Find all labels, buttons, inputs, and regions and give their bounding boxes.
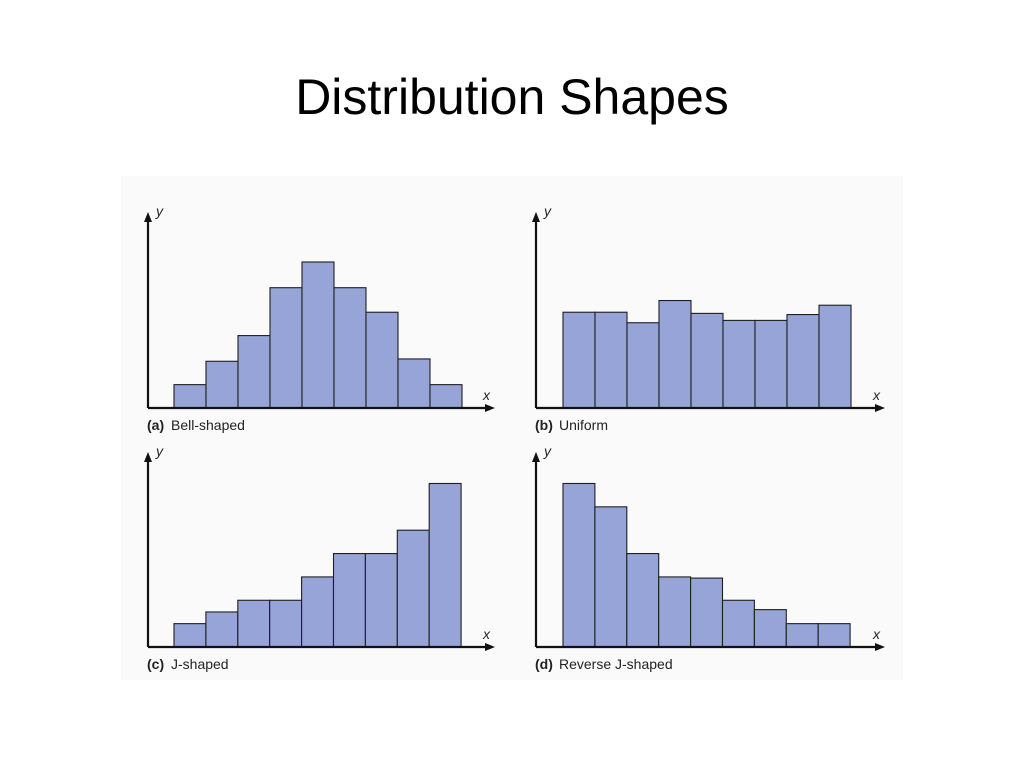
histogram-bar-b-5 [690,312,724,409]
figure-panel: y x (a) Bell-shaped y x (b) Uniform y x (c) J-shape… [121,176,903,680]
histogram-bar-d-7 [753,609,787,648]
x-axis-label: x [482,626,491,642]
chart-caption-tag: (c) [147,656,164,672]
histogram-bar-b-4 [658,299,692,409]
x-axis-arrow-icon [875,643,885,651]
histogram-bar-b-2 [594,311,628,409]
histogram-bar-b-1 [562,311,596,409]
chart-caption-tag: (b) [535,417,553,433]
x-axis-arrow-icon [875,404,885,412]
x-axis-arrow-icon [485,404,495,412]
histogram-bar-d-2 [594,506,628,648]
histogram-bar-b-8 [786,314,820,409]
histogram-bar-a-4 [269,287,303,409]
histogram-bar-d-9 [817,623,851,648]
histogram-bar-a-8 [397,358,431,409]
histogram-bar-c-4 [269,599,303,648]
histogram-bar-b-3 [626,322,660,409]
histogram-bar-a-3 [237,335,271,409]
histogram-bar-c-8 [396,529,430,648]
y-axis-label: y [155,443,164,459]
histogram-bar-a-9 [429,384,463,409]
histogram-bar-c-1 [173,623,207,648]
chart-caption: Reverse J-shaped [559,656,673,672]
histogram-bar-c-5 [301,576,335,648]
chart-caption: Uniform [559,417,608,433]
y-axis-label: y [155,203,164,219]
histogram-bar-c-3 [237,599,271,648]
histogram-bar-a-6 [333,287,367,409]
histogram-bar-c-7 [364,553,398,648]
histogram-bar-a-5 [301,261,335,409]
y-axis-label: y [543,203,552,219]
y-axis-arrow-icon [532,212,540,222]
histogram-bar-b-7 [754,319,788,409]
histogram-bar-d-5 [690,577,724,648]
histogram-bar-c-2 [205,611,239,648]
y-axis-arrow-icon [144,212,152,222]
histogram-bar-b-6 [722,319,756,409]
histogram-bar-d-4 [658,576,692,648]
histogram-bar-a-1 [173,384,207,409]
y-axis-arrow-icon [532,452,540,462]
distribution-charts: y x (a) Bell-shaped y x (b) Uniform y x (c) J-shape… [144,203,885,672]
histogram-bar-c-9 [428,482,462,648]
chart-caption-tag: (a) [147,417,164,433]
slide-title: Distribution Shapes [295,69,729,125]
histogram-bar-a-2 [205,360,239,409]
histogram-bar-d-3 [626,553,660,648]
x-axis-label: x [872,626,881,642]
histogram-bar-c-6 [332,553,366,648]
x-axis-arrow-icon [485,643,495,651]
x-axis-label: x [872,387,881,403]
histogram-bar-d-1 [562,482,596,648]
chart-caption: J-shaped [171,656,229,672]
chart-caption: Bell-shaped [171,417,245,433]
histogram-bar-d-8 [785,623,819,648]
y-axis-arrow-icon [144,452,152,462]
histogram-bar-a-7 [365,311,399,409]
histogram-bar-b-9 [818,304,852,409]
x-axis-label: x [482,387,491,403]
chart-caption-tag: (d) [535,656,553,672]
y-axis-label: y [543,443,552,459]
histogram-bar-d-6 [721,599,755,648]
